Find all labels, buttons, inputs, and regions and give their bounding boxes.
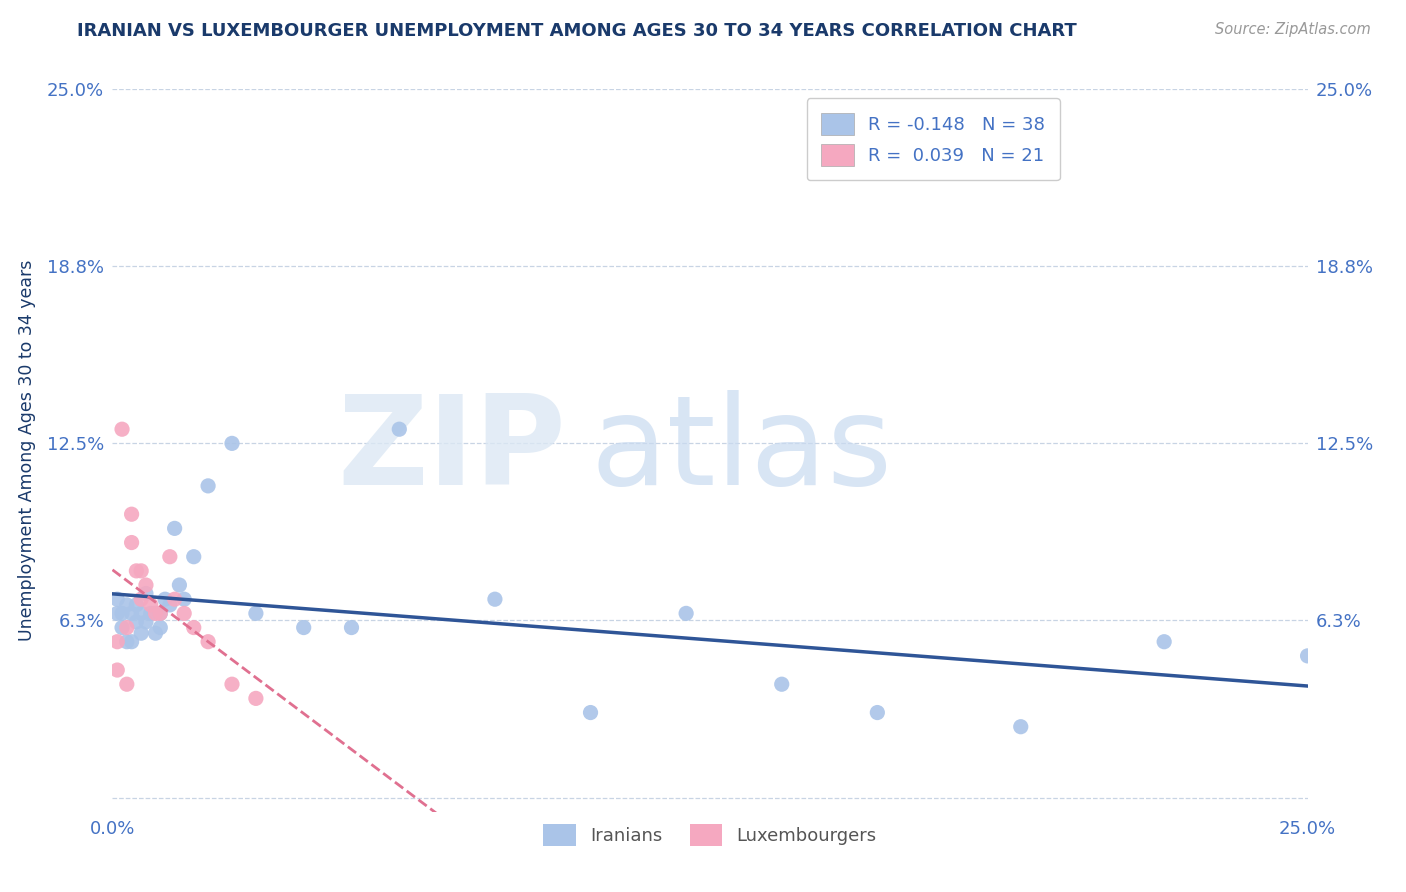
Point	[105, 592, 128, 607]
Point	[145, 607, 167, 621]
Point	[135, 615, 157, 629]
Text: atlas: atlas	[591, 390, 893, 511]
Point	[149, 621, 172, 635]
Point	[221, 677, 243, 691]
Point	[183, 621, 205, 635]
Point	[111, 621, 134, 635]
Point	[1010, 720, 1032, 734]
Text: ZIP: ZIP	[337, 390, 567, 511]
Point	[129, 626, 152, 640]
Point	[121, 607, 143, 621]
Point	[149, 607, 172, 621]
Point	[484, 592, 506, 607]
Point	[1153, 634, 1175, 648]
Point	[169, 578, 191, 592]
Point	[105, 663, 128, 677]
Point	[173, 607, 195, 621]
Point	[245, 607, 267, 621]
Point	[121, 535, 143, 549]
Point	[149, 607, 172, 621]
Point	[292, 621, 315, 635]
Point	[221, 436, 243, 450]
Y-axis label: Unemployment Among Ages 30 to 34 years: Unemployment Among Ages 30 to 34 years	[18, 260, 35, 641]
Text: Source: ZipAtlas.com: Source: ZipAtlas.com	[1215, 22, 1371, 37]
Point	[115, 598, 138, 612]
Point	[197, 479, 219, 493]
Point	[866, 706, 889, 720]
Point	[139, 607, 162, 621]
Point	[197, 634, 219, 648]
Point	[135, 586, 157, 600]
Point	[163, 521, 186, 535]
Point	[163, 592, 186, 607]
Point	[125, 564, 148, 578]
Point	[245, 691, 267, 706]
Point	[388, 422, 411, 436]
Point	[159, 598, 181, 612]
Point	[675, 607, 697, 621]
Point	[111, 422, 134, 436]
Point	[139, 598, 162, 612]
Point	[173, 592, 195, 607]
Point	[340, 621, 363, 635]
Point	[115, 677, 138, 691]
Point	[183, 549, 205, 564]
Point	[115, 634, 138, 648]
Point	[770, 677, 793, 691]
Point	[129, 607, 152, 621]
Point	[135, 578, 157, 592]
Point	[115, 621, 138, 635]
Point	[129, 592, 152, 607]
Point	[111, 607, 134, 621]
Point	[1296, 648, 1319, 663]
Text: IRANIAN VS LUXEMBOURGER UNEMPLOYMENT AMONG AGES 30 TO 34 YEARS CORRELATION CHART: IRANIAN VS LUXEMBOURGER UNEMPLOYMENT AMO…	[77, 22, 1077, 40]
Point	[121, 507, 143, 521]
Point	[129, 564, 152, 578]
Point	[145, 626, 167, 640]
Point	[579, 706, 602, 720]
Legend: Iranians, Luxembourgers: Iranians, Luxembourgers	[536, 817, 884, 854]
Point	[159, 549, 181, 564]
Point	[105, 634, 128, 648]
Point	[121, 634, 143, 648]
Point	[105, 607, 128, 621]
Point	[125, 615, 148, 629]
Point	[125, 598, 148, 612]
Point	[153, 592, 176, 607]
